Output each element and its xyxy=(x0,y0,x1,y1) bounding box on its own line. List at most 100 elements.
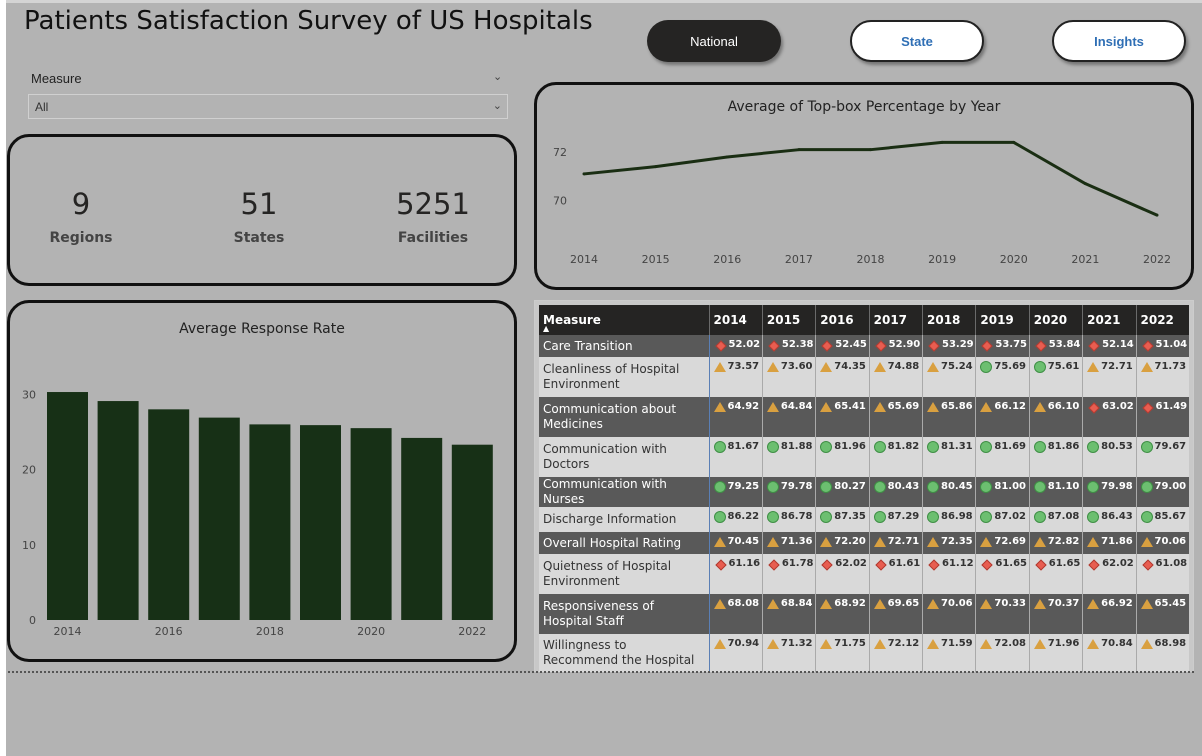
table-row[interactable]: Communication with Nurses 79.25 79.78 80.27… xyxy=(539,477,1189,507)
insights-button[interactable]: Insights xyxy=(1052,20,1186,62)
green-circle-icon xyxy=(1087,481,1100,493)
matrix-header-row: Measure ▲ 2014 2015 2016 2017 2018 2019 2… xyxy=(539,305,1189,335)
line-point[interactable] xyxy=(1083,182,1087,186)
green-circle-icon xyxy=(927,481,939,493)
cell-value: 61.65 xyxy=(1048,558,1081,569)
national-button[interactable]: National xyxy=(647,20,781,62)
cell-value: 52.90 xyxy=(888,339,921,350)
measure-name: Communication with Doctors xyxy=(539,437,710,477)
yellow-triangle-icon xyxy=(927,402,939,412)
matrix-cell: 80.45 xyxy=(921,477,976,507)
bar-x-tick: 2014 xyxy=(54,625,82,638)
cell-value: 52.45 xyxy=(835,339,867,350)
table-row[interactable]: Communication about Medicines 64.92 64.84 6… xyxy=(539,397,1189,437)
cell-value: 71.73 xyxy=(1154,361,1187,372)
cell-value: 61.12 xyxy=(942,558,974,569)
matrix-cell: 65.86 xyxy=(921,397,976,437)
yellow-triangle-icon xyxy=(820,599,833,609)
response-rate-bar[interactable] xyxy=(148,409,190,620)
cell-value: 71.59 xyxy=(941,638,973,649)
bar-x-tick: 2022 xyxy=(458,625,486,638)
response-rate-bar[interactable] xyxy=(47,392,88,620)
measure-name: Care Transition xyxy=(539,335,710,357)
line-y-tick: 70 xyxy=(553,195,567,208)
table-row[interactable]: Willingness to Recommend the Hospital 70.… xyxy=(539,634,1189,672)
line-point[interactable] xyxy=(940,140,944,144)
yellow-triangle-icon xyxy=(820,362,833,372)
yellow-triangle-icon xyxy=(873,537,886,547)
regions-count: 9 xyxy=(71,187,91,221)
response-rate-bar[interactable] xyxy=(350,428,392,620)
bar-y-tick: 20 xyxy=(22,464,36,477)
table-row[interactable]: Discharge Information 86.22 86.78 87.35 87.2… xyxy=(539,507,1189,532)
cell-value: 71.75 xyxy=(834,638,866,649)
matrix-header-measure[interactable]: Measure ▲ xyxy=(539,305,709,335)
matrix-header-year[interactable]: 2017 xyxy=(868,305,923,335)
cell-value: 80.27 xyxy=(834,481,866,492)
matrix-cell: 74.88 xyxy=(868,357,923,397)
matrix-cell: 70.33 xyxy=(975,594,1030,634)
matrix-cell: 71.36 xyxy=(761,532,816,554)
states-count: 51 xyxy=(240,187,278,221)
table-row[interactable]: Communication with Doctors 81.67 81.88 81.9… xyxy=(539,437,1189,477)
matrix-cell: 86.78 xyxy=(761,507,816,532)
matrix-cell: 70.37 xyxy=(1028,594,1083,634)
slicer-collapse-chevron-icon[interactable]: ⌄ xyxy=(493,70,503,83)
matrix-cell: 72.35 xyxy=(921,532,976,554)
green-circle-icon xyxy=(980,511,993,523)
response-rate-bar[interactable] xyxy=(249,424,291,620)
green-circle-icon xyxy=(1140,481,1153,493)
line-point[interactable] xyxy=(1012,140,1016,144)
measure-dropdown[interactable]: All ⌄ xyxy=(28,94,508,119)
yellow-triangle-icon xyxy=(1140,599,1153,609)
green-circle-icon xyxy=(1140,441,1153,453)
response-rate-bar[interactable] xyxy=(97,401,139,620)
cell-value: 68.98 xyxy=(1154,638,1187,649)
cell-value: 65.45 xyxy=(1154,598,1187,609)
response-rate-bar[interactable] xyxy=(198,417,240,620)
yellow-triangle-icon xyxy=(1087,639,1100,649)
measure-name: Cleanliness of Hospital Environment xyxy=(539,357,710,397)
matrix-header-year[interactable]: 2021 xyxy=(1082,305,1136,335)
green-circle-icon xyxy=(927,441,939,453)
matrix-cell: 87.08 xyxy=(1028,507,1083,532)
matrix-cell: 75.69 xyxy=(975,357,1030,397)
table-row[interactable]: Care Transition 52.02 52.38 52.45 52.90 53.29… xyxy=(539,335,1189,357)
matrix-cell: 75.61 xyxy=(1028,357,1083,397)
matrix-header-year[interactable]: 2022 xyxy=(1135,305,1189,335)
matrix-header-year[interactable]: 2016 xyxy=(815,305,870,335)
line-point[interactable] xyxy=(654,165,658,169)
cell-value: 66.12 xyxy=(994,401,1027,412)
state-button[interactable]: State xyxy=(850,20,984,62)
table-row[interactable]: Responsiveness of Hospital Staff 68.08 68.… xyxy=(539,594,1189,634)
line-point[interactable] xyxy=(869,148,872,152)
line-point[interactable] xyxy=(582,172,586,176)
response-rate-bar[interactable] xyxy=(300,425,341,620)
yellow-triangle-icon xyxy=(820,537,833,547)
matrix-cell: 79.25 xyxy=(708,477,763,507)
red-diamond-icon xyxy=(821,559,833,571)
matrix-header-year[interactable]: 2015 xyxy=(761,305,816,335)
cell-value: 70.94 xyxy=(727,638,760,649)
response-rate-bar[interactable] xyxy=(451,444,493,620)
matrix-header-year[interactable]: 2018 xyxy=(921,305,976,335)
green-circle-icon xyxy=(980,361,993,373)
cell-value: 70.45 xyxy=(727,536,760,547)
matrix-header-year[interactable]: 2020 xyxy=(1028,305,1083,335)
line-point[interactable] xyxy=(797,148,801,152)
matrix-header-year[interactable]: 2019 xyxy=(975,305,1030,335)
response-rate-bar[interactable] xyxy=(401,437,443,620)
yellow-triangle-icon xyxy=(927,599,939,609)
red-diamond-icon xyxy=(981,559,994,571)
matrix-header-year[interactable]: 2014 xyxy=(708,305,763,335)
line-point[interactable] xyxy=(1155,213,1159,217)
line-point[interactable] xyxy=(725,155,729,159)
matrix-cell: 81.88 xyxy=(761,437,816,477)
green-circle-icon xyxy=(820,441,833,453)
table-row[interactable]: Quietness of Hospital Environment 61.16 61… xyxy=(539,554,1189,594)
cell-value: 79.25 xyxy=(727,481,760,492)
yellow-triangle-icon xyxy=(766,599,779,609)
cell-value: 72.20 xyxy=(834,536,866,547)
table-row[interactable]: Cleanliness of Hospital Environment 73.57… xyxy=(539,357,1189,397)
table-row[interactable]: Overall Hospital Rating 70.45 71.36 72.20 72… xyxy=(539,532,1189,554)
